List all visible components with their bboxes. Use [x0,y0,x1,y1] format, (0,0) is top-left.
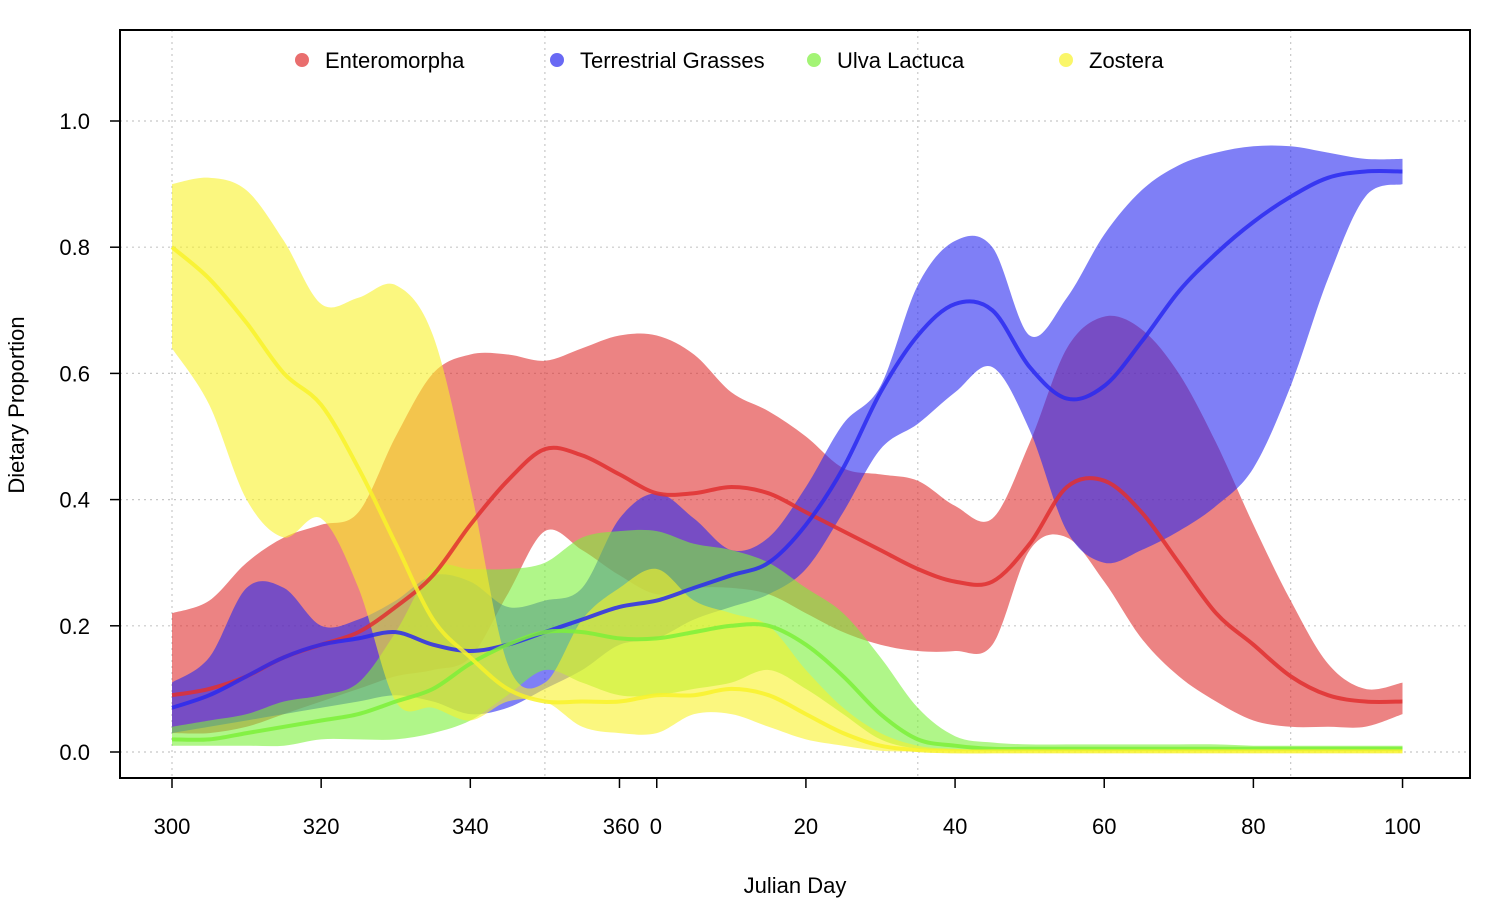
terrestrial-grasses-mean-line [171,169,1403,710]
y-tick-label: 0.0 [59,740,90,765]
axis-layer: 300 320 340 360 0 20 40 60 80 100 0.0 0.2 0.4 0.6 0.8 1… [59,109,1420,839]
zostera-credible-band [172,177,1403,752]
terrestrial-grasses-credible-band [172,145,1403,734]
x-tick-label: 320 [303,814,340,839]
x-axis-label: Julian Day [744,873,847,898]
y-axis-label: Dietary Proportion [4,316,29,493]
y-tick-label: 0.8 [59,235,90,260]
x-tick-label: 100 [1384,814,1421,839]
ulva-lactuca-legend-label: Ulva Lactuca [837,48,965,73]
zostera-legend-swatch [1059,53,1073,67]
enteromorpha-legend-label: Enteromorpha [325,48,465,73]
x-tick-label: 80 [1241,814,1265,839]
line-layer [170,169,1403,754]
band-layer [172,145,1403,752]
x-tick-label: 360 [603,814,640,839]
x-tick-label: 0 [650,814,662,839]
y-tick-label: 0.4 [59,488,90,513]
enteromorpha-mean-line [171,445,1403,704]
y-tick-label: 0.2 [59,614,90,639]
y-tick-label: 1.0 [59,109,90,134]
terrestrial-grasses-legend-label: Terrestrial Grasses [580,48,765,73]
ulva-lactuca-mean-line [171,622,1403,752]
ulva-lactuca-legend-swatch [807,53,821,67]
x-tick-label: 20 [794,814,818,839]
x-tick-label: 40 [943,814,967,839]
x-tick-label: 60 [1092,814,1116,839]
legend: Enteromorpha Terrestrial Grasses Ulva Lact… [295,48,1164,73]
x-tick-label: 340 [452,814,489,839]
terrestrial-grasses-legend-swatch [550,53,564,67]
y-tick-label: 0.6 [59,361,90,386]
zostera-legend-label: Zostera [1089,48,1164,73]
enteromorpha-legend-swatch [295,53,309,67]
x-tick-label: 300 [154,814,191,839]
zostera-mean-line [170,245,1403,754]
